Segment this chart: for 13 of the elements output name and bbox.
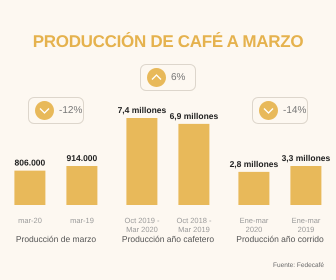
text: 6% (171, 72, 186, 83)
data-label: 6,9 millones (170, 110, 218, 121)
x-axis-title: Producción año cafetero (120, 234, 216, 244)
data-label: 3,3 millones (282, 153, 330, 163)
x-axis-title: Producción de marzo (14, 234, 98, 244)
data-label: 914.000 (66, 153, 98, 163)
text: PRODUCCIÓN DE CAFÉ A MARZO (32, 32, 304, 52)
text: -12% (59, 105, 82, 116)
data-label: 806.000 (14, 158, 46, 168)
data-label: 2,8 millones (230, 158, 278, 169)
data-label: 7,4 millones (118, 105, 166, 115)
x-axis-title: Producción año corrido (235, 234, 325, 244)
text: -14% (283, 105, 306, 116)
